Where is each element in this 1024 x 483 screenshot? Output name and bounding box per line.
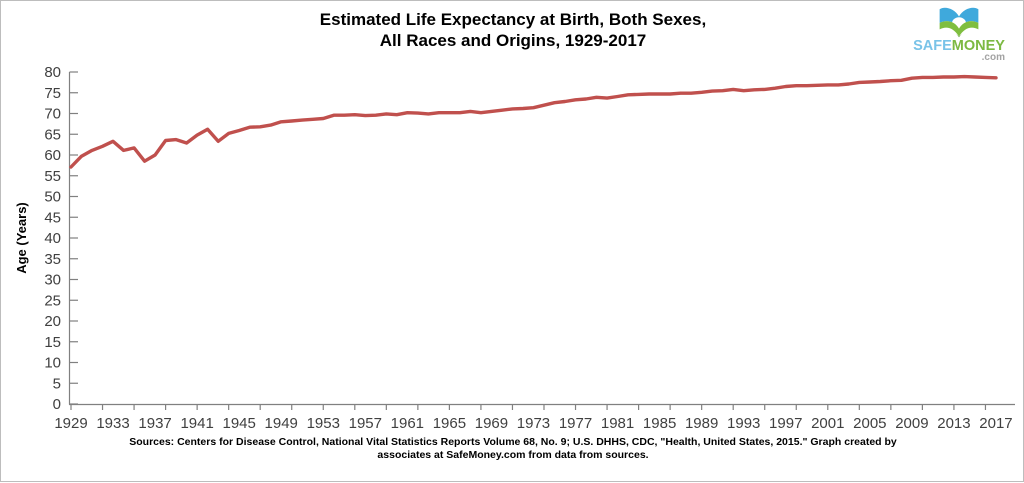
chart-title: Estimated Life Expectancy at Birth, Both… — [1, 9, 1024, 51]
logo-text-com: .com — [981, 52, 1005, 63]
x-tick-label: 2013 — [937, 415, 970, 432]
x-tick-label: 1957 — [349, 415, 382, 432]
x-tick-label: 1997 — [769, 415, 802, 432]
y-tick-label: 50 — [44, 189, 61, 206]
y-tick-label: 40 — [44, 230, 61, 247]
y-tick-label: 15 — [44, 334, 61, 351]
chart-title-line2: All Races and Origins, 1929-2017 — [379, 31, 647, 50]
source-note-line2: associates at SafeMoney.com from data fr… — [377, 449, 649, 461]
x-tick-label: 1965 — [433, 415, 466, 432]
x-tick-label: 1969 — [475, 415, 508, 432]
x-tick-label: 1985 — [643, 415, 676, 432]
x-tick-label: 2005 — [853, 415, 886, 432]
y-tick-label: 25 — [44, 292, 61, 309]
open-book-icon — [939, 7, 979, 38]
y-tick-label: 70 — [44, 106, 61, 123]
chart-title-line1: Estimated Life Expectancy at Birth, Both… — [319, 10, 707, 29]
x-tick-label: 1933 — [96, 415, 129, 432]
logo-wordmark: SAFEMONEY — [903, 38, 1015, 54]
x-tick-label: 1945 — [222, 415, 255, 432]
y-tick-label: 80 — [44, 64, 61, 81]
logo-text-safe: SAFE — [913, 38, 952, 54]
y-tick-label: 60 — [44, 147, 61, 164]
y-tick-label: 20 — [44, 313, 61, 330]
x-tick-label: 1977 — [559, 415, 592, 432]
y-tick-label: 45 — [44, 209, 61, 226]
x-tick-label: 2009 — [895, 415, 928, 432]
y-tick-label: 30 — [44, 272, 61, 289]
x-tick-label: 1929 — [54, 415, 87, 432]
x-tick-label: 1973 — [517, 415, 550, 432]
y-tick-label: 35 — [44, 251, 61, 268]
x-tick-label: 1993 — [727, 415, 760, 432]
life-expectancy-line — [69, 74, 998, 169]
source-note-line1: Sources: Centers for Disease Control, Na… — [129, 436, 897, 448]
logo-text-money: MONEY — [951, 38, 1005, 54]
y-tick-label: 0 — [53, 396, 61, 413]
x-tick-label: 1937 — [138, 415, 171, 432]
x-tick-label: 1941 — [180, 415, 213, 432]
y-tick-label: 75 — [44, 85, 61, 102]
y-tick-label: 5 — [53, 375, 61, 392]
y-tick-label: 55 — [44, 168, 61, 185]
x-tick-label: 1961 — [391, 415, 424, 432]
x-tick-label: 1989 — [685, 415, 718, 432]
x-tick-label: 1949 — [265, 415, 298, 432]
x-tick-label: 1981 — [601, 415, 634, 432]
x-tick-label: 1953 — [307, 415, 340, 432]
y-tick-label: 10 — [44, 355, 61, 372]
x-tick-label: 2001 — [811, 415, 844, 432]
safemoney-logo: SAFEMONEY .com — [903, 5, 1015, 63]
source-note: Sources: Centers for Disease Control, Na… — [1, 436, 1024, 462]
x-tick-label: 2017 — [979, 415, 1012, 432]
y-tick-label: 65 — [44, 126, 61, 143]
